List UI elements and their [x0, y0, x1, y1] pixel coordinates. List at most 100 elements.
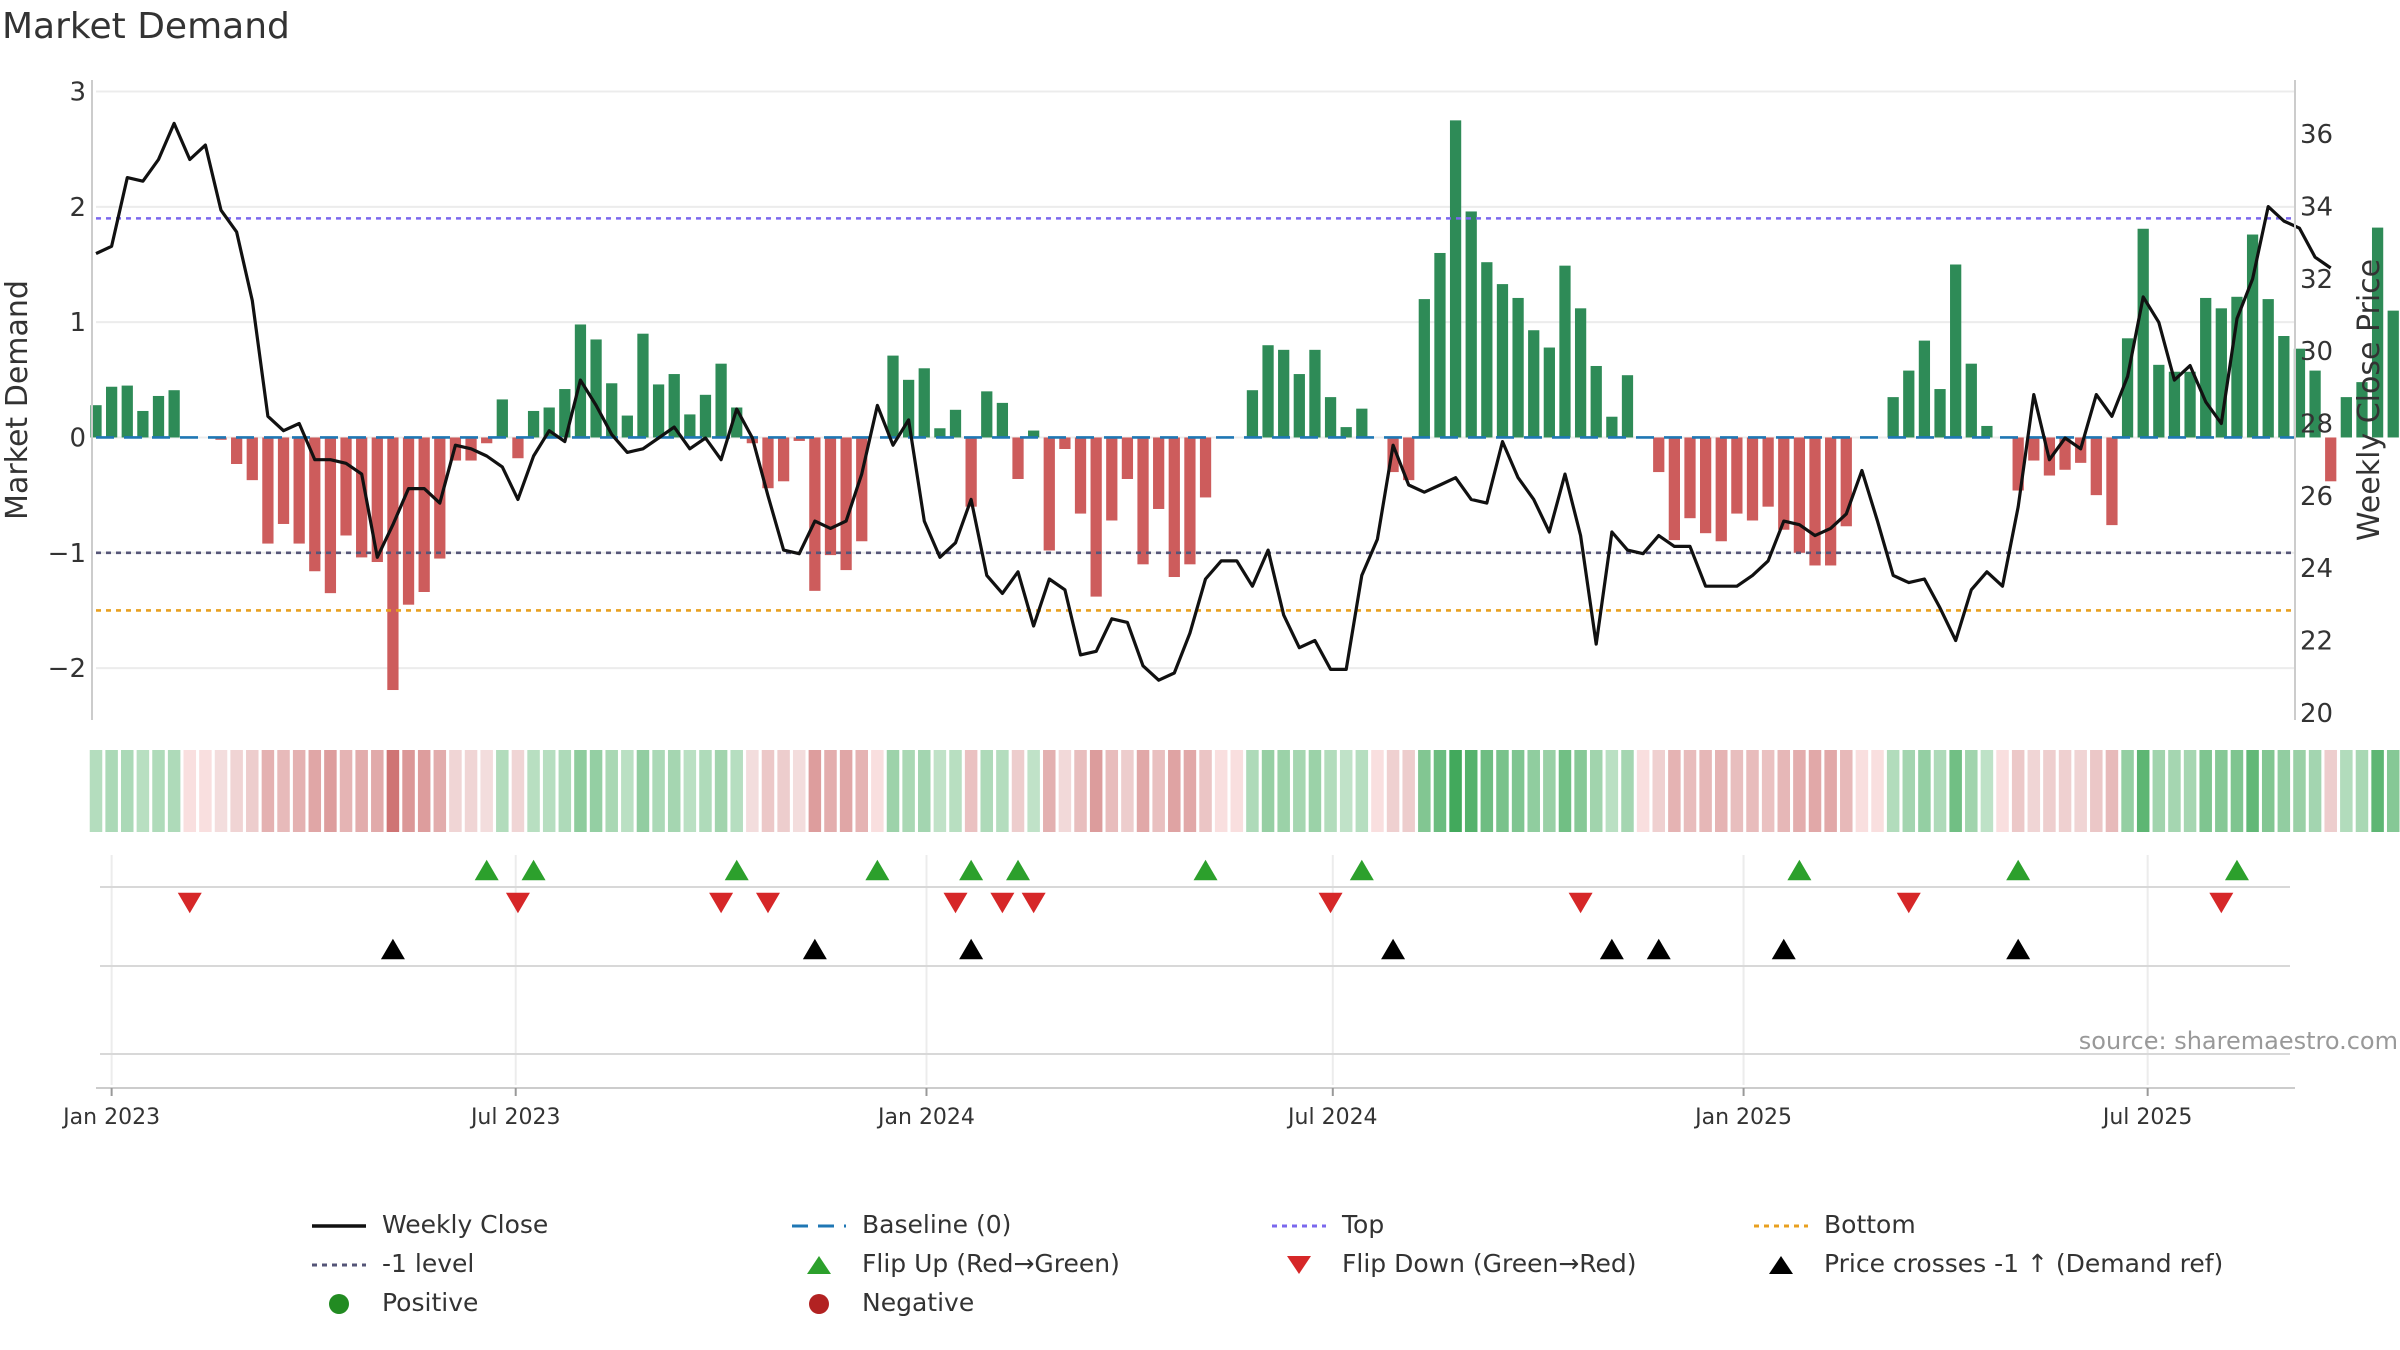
heat-cell [1402, 750, 1415, 832]
heat-cell [2027, 750, 2041, 832]
legend-item: Bottom [1752, 1210, 1916, 1239]
demand-bar [1762, 437, 1774, 507]
demand-bar [902, 379, 915, 438]
heat-cell [730, 750, 743, 832]
legend-key-icon [790, 1253, 848, 1277]
demand-bar [981, 391, 993, 438]
heat-cell [574, 750, 587, 832]
flip-down-marker [709, 892, 734, 914]
price-cross-marker [2006, 938, 2031, 960]
demand-bar [777, 437, 790, 482]
heat-cell [2136, 750, 2150, 832]
demand-bar [543, 407, 555, 438]
heat-cell [808, 750, 822, 832]
legend-label: Positive [382, 1288, 479, 1317]
demand-bar [1793, 437, 1806, 553]
heat-cell [527, 750, 540, 832]
heat-cell [464, 750, 478, 832]
heat-cell [1496, 750, 1509, 832]
heat-cell [1152, 750, 1165, 832]
flip-up-marker [959, 859, 984, 881]
y-tick-label: 0 [69, 423, 86, 453]
y2-tick-label: 20 [2300, 699, 2333, 729]
y-tick-label: −1 [48, 539, 86, 569]
demand-bar [1059, 437, 1071, 450]
heat-cell [714, 750, 728, 832]
demand-bar [918, 368, 930, 438]
demand-bar [1543, 347, 1555, 438]
demand-bar [2059, 437, 2071, 470]
x-tick-label: Jul 2025 [2101, 1105, 2193, 1130]
demand-bar [1903, 370, 1915, 438]
demand-bar [1934, 389, 1946, 438]
demand-bar [1731, 437, 1743, 514]
heat-cell [2043, 750, 2056, 832]
demand-bar [1559, 265, 1571, 438]
demand-bar [90, 405, 102, 438]
demand-bar [1574, 308, 1587, 438]
demand-bar [2278, 336, 2290, 438]
flip-up-marker [521, 859, 546, 881]
heat-cell [1933, 750, 1947, 832]
y2-tick-label: 28 [2300, 410, 2333, 440]
demand-bar [1918, 340, 1931, 438]
heat-cell [1980, 750, 1994, 832]
heat-cell [621, 750, 634, 832]
chart-title: Market Demand [2, 6, 290, 47]
legend-item: Top [1270, 1210, 1384, 1239]
legend-label: Price crosses -1 ↑ (Demand ref) [1824, 1249, 2224, 1278]
demand-bar [1090, 437, 1102, 597]
demand-bar [559, 389, 571, 438]
legend-item: Baseline (0) [790, 1210, 1011, 1239]
legend-label: Flip Down (Green→Red) [1342, 1249, 1637, 1278]
demand-bar [1887, 397, 1899, 438]
heat-cell [1449, 750, 1462, 832]
reference-lines [96, 217, 2295, 612]
heat-cell [1136, 750, 1150, 832]
demand-bar [1825, 437, 1837, 566]
heat-cell [1261, 750, 1275, 832]
heat-cell [2168, 750, 2181, 832]
demand-bar [293, 437, 305, 544]
heat-cell [636, 750, 650, 832]
flip-up-marker [1193, 859, 1218, 881]
heat-cell [2105, 750, 2119, 832]
demand-bar [1981, 425, 1993, 438]
y2-tick-label: 22 [2300, 626, 2333, 656]
heat-cell [1293, 750, 1306, 832]
flip-down-marker [1568, 892, 1593, 914]
demand-bar [1028, 430, 1040, 438]
heat-cell [1418, 750, 1431, 832]
heat-cell [1902, 750, 1916, 832]
demand-bar [1246, 390, 1259, 438]
demand-bar [309, 437, 321, 572]
heat-cell [761, 750, 775, 832]
source-watermark: source: sharemaestro.com [2079, 1027, 2398, 1055]
legend-label: Weekly Close [382, 1210, 549, 1239]
flip-down-marker [1896, 892, 1921, 914]
demand-bar [1449, 120, 1462, 438]
legend-key-icon [1752, 1214, 1810, 1238]
legend-item: Flip Up (Red→Green) [790, 1249, 1120, 1278]
demand-bar [762, 437, 774, 489]
heat-cell [558, 750, 572, 832]
heat-cell [1168, 750, 1181, 832]
demand-bar [1699, 437, 1712, 534]
heat-cell [792, 750, 806, 832]
heat-cell [1324, 750, 1337, 832]
heat-cell [1527, 750, 1540, 832]
heat-cell [1043, 750, 1056, 832]
heat-cell [1949, 750, 1962, 832]
heat-cell [277, 750, 290, 832]
y2-tick-label: 32 [2300, 265, 2333, 295]
heat-cell [246, 750, 259, 832]
demand-bar [1715, 437, 1727, 542]
demand-bar [1403, 437, 1415, 481]
legend-label: Baseline (0) [862, 1210, 1012, 1239]
price-cross-marker [1771, 938, 1796, 960]
demand-bar [996, 402, 1009, 438]
heat-cell [386, 750, 400, 832]
heat-cell [2090, 750, 2103, 832]
demand-bar [606, 383, 618, 438]
